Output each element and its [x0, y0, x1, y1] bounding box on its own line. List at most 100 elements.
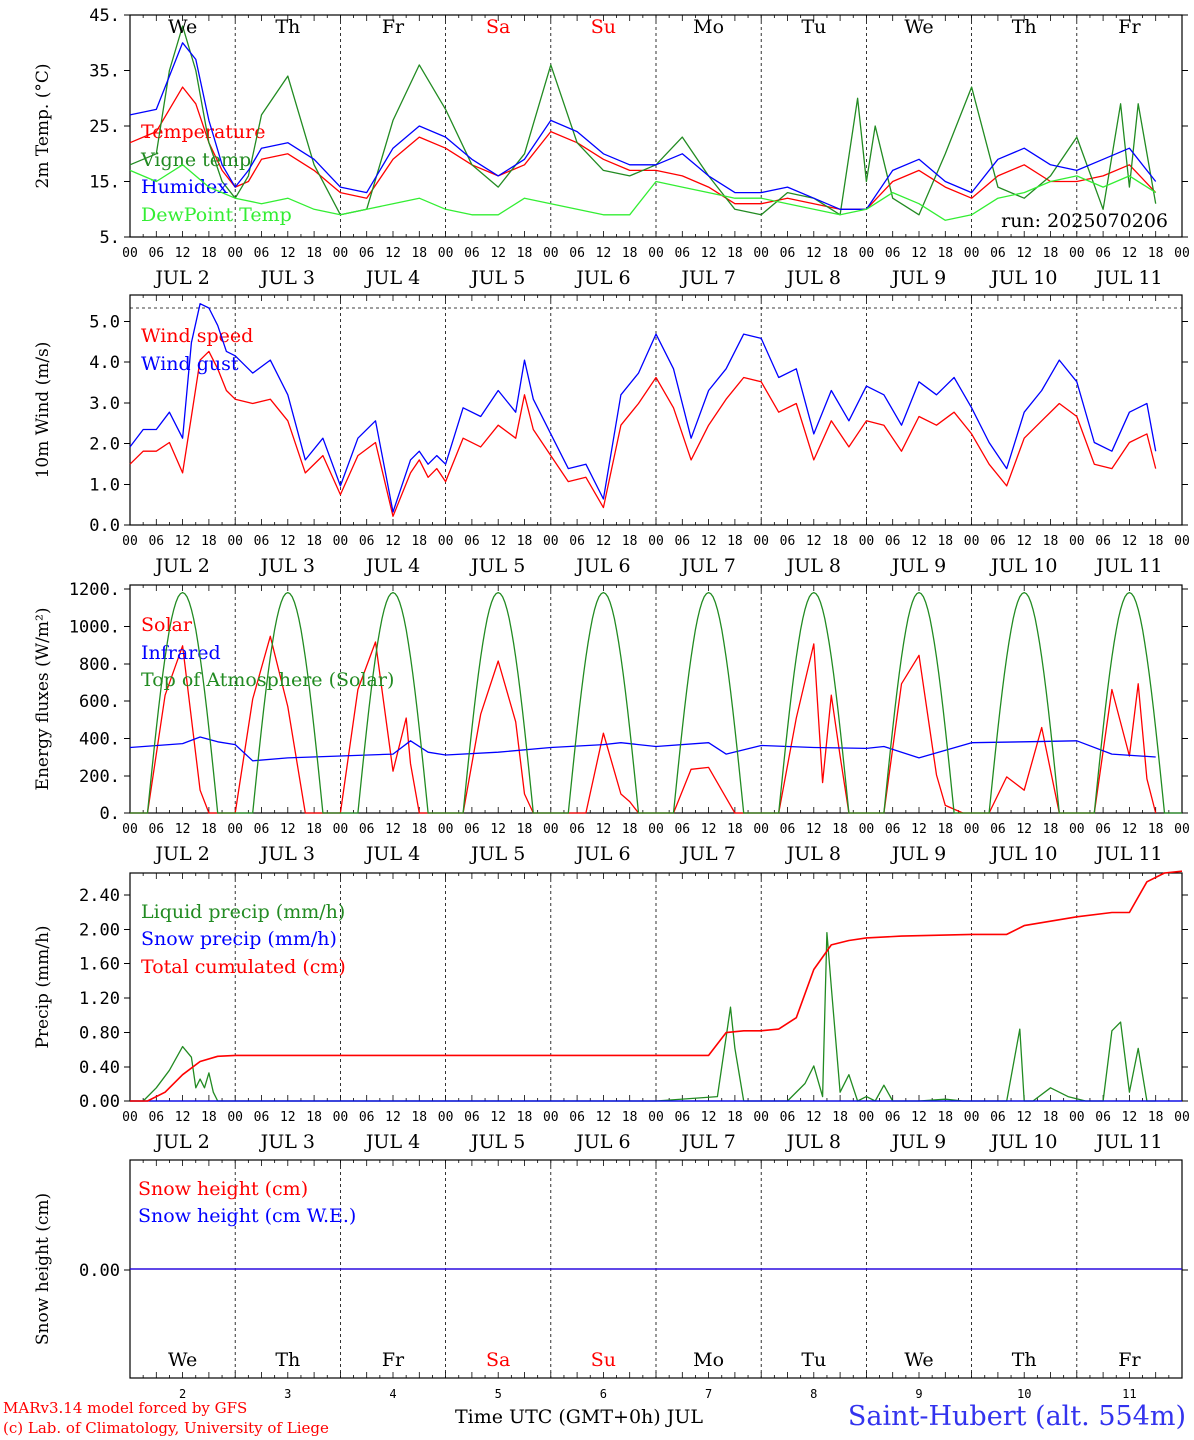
- x-hour-label: 12: [1122, 246, 1138, 261]
- x-hour-label: 00: [859, 822, 875, 837]
- x-hour-label: 12: [1016, 822, 1032, 837]
- legend-entry: Infrared: [141, 642, 221, 664]
- x-hour-label: 06: [569, 246, 585, 261]
- series-line-vigne-temp: [129, 25, 1157, 216]
- x-date-label: JUL 6: [574, 267, 630, 289]
- x-hour-label: 18: [727, 246, 743, 261]
- x-hour-label: 12: [490, 1110, 506, 1125]
- x-hour-label: 06: [464, 246, 480, 261]
- x-hour-label: 12: [385, 534, 401, 549]
- x-hour-label: 06: [1095, 534, 1111, 549]
- x-hour-label: 18: [832, 534, 848, 549]
- x-hour-label: 00: [1174, 1110, 1190, 1125]
- day-number-label: 9: [915, 1387, 922, 1401]
- x-hour-label: 00: [1174, 246, 1190, 261]
- x-date-label: JUL 9: [890, 1131, 946, 1153]
- x-date-label: JUL 7: [679, 1131, 735, 1153]
- x-hour-label: 12: [806, 534, 822, 549]
- x-hour-label: 06: [569, 822, 585, 837]
- x-date-label: JUL 9: [890, 843, 946, 865]
- x-hour-label: 06: [359, 534, 375, 549]
- x-date-label: JUL 8: [785, 555, 841, 577]
- x-axis-title: Time UTC (GMT+0h) JUL: [455, 1406, 703, 1428]
- x-hour-label: 18: [832, 1110, 848, 1125]
- legend-entry: Total cumulated (cm): [141, 956, 346, 978]
- x-hour-label: 12: [175, 246, 191, 261]
- x-hour-label: 06: [990, 534, 1006, 549]
- x-hour-label: 00: [859, 534, 875, 549]
- weekday-label: We: [168, 16, 197, 38]
- weekday-label: Sa: [486, 16, 510, 38]
- x-hour-label: 18: [937, 822, 953, 837]
- series-line-dewpoint-temp: [129, 164, 1157, 221]
- series-line-liquid-precip-mm-h-: [130, 931, 1156, 1102]
- weekday-label: Fr: [1118, 1349, 1141, 1371]
- x-hour-label: 12: [806, 822, 822, 837]
- legend-entry: Snow height (cm W.E.): [138, 1205, 356, 1227]
- y-tick-label: 2.40: [79, 886, 120, 906]
- x-date-label: JUL 5: [469, 267, 525, 289]
- x-date-label: JUL 4: [364, 1131, 420, 1153]
- x-date-label: JUL 2: [153, 267, 209, 289]
- x-hour-label: 06: [674, 822, 690, 837]
- x-hour-label: 18: [411, 822, 427, 837]
- x-hour-label: 00: [333, 246, 349, 261]
- y-tick-label: 1.0: [89, 476, 120, 496]
- x-hour-label: 00: [227, 534, 243, 549]
- y-tick-label: 200.: [79, 767, 120, 787]
- y-tick-label: 400.: [79, 730, 120, 750]
- x-hour-label: 12: [280, 822, 296, 837]
- series-line-humidex: [129, 42, 1157, 210]
- x-hour-label: 06: [780, 822, 796, 837]
- x-hour-label: 00: [753, 534, 769, 549]
- y-tick-label: 1200.: [69, 580, 120, 600]
- x-date-label: JUL 8: [785, 1131, 841, 1153]
- series-line-wind-speed: [129, 350, 1157, 517]
- x-hour-label: 12: [911, 1110, 927, 1125]
- x-hour-label: 00: [1069, 1110, 1085, 1125]
- series-line-solar: [130, 635, 1157, 814]
- x-hour-label: 12: [1122, 534, 1138, 549]
- x-hour-label: 18: [622, 246, 638, 261]
- x-hour-label: 18: [517, 822, 533, 837]
- x-hour-label: 00: [543, 1110, 559, 1125]
- x-date-label: JUL 2: [153, 1131, 209, 1153]
- y-tick-label: 0.: [100, 804, 120, 824]
- x-hour-label: 12: [385, 246, 401, 261]
- weekday-label: Tu: [801, 16, 826, 38]
- x-hour-label: 06: [359, 1110, 375, 1125]
- x-hour-label: 00: [438, 246, 454, 261]
- legend-entry: Snow precip (mm/h): [141, 928, 337, 950]
- x-hour-label: 00: [964, 822, 980, 837]
- x-hour-label: 06: [780, 1110, 796, 1125]
- x-hour-label: 18: [832, 822, 848, 837]
- x-date-label: JUL 10: [989, 555, 1057, 577]
- x-hour-label: 18: [517, 1110, 533, 1125]
- x-hour-label: 00: [753, 822, 769, 837]
- y-tick-label: 600.: [79, 692, 120, 712]
- x-hour-label: 18: [622, 534, 638, 549]
- weekday-label: Mo: [693, 16, 724, 38]
- x-hour-label: 00: [1174, 822, 1190, 837]
- x-date-label: JUL 9: [890, 555, 946, 577]
- x-hour-label: 06: [148, 534, 164, 549]
- x-hour-label: 06: [990, 822, 1006, 837]
- weekday-label: We: [168, 1349, 197, 1371]
- x-hour-label: 00: [438, 822, 454, 837]
- legend-entry: Wind gust: [141, 353, 239, 375]
- x-hour-label: 12: [806, 1110, 822, 1125]
- y-axis-title: Snow height (cm): [33, 1193, 53, 1345]
- weekday-label: Sa: [486, 1349, 510, 1371]
- y-axis-title: 2m Temp. (°C): [33, 63, 53, 188]
- x-date-label: JUL 11: [1094, 843, 1162, 865]
- x-date-label: JUL 6: [574, 555, 630, 577]
- legend-entry: Solar: [141, 614, 193, 636]
- y-tick-label: 2.0: [89, 435, 120, 455]
- x-hour-label: 06: [885, 246, 901, 261]
- x-hour-label: 12: [1122, 822, 1138, 837]
- x-hour-label: 00: [648, 534, 664, 549]
- x-date-label: JUL 11: [1094, 555, 1162, 577]
- x-hour-label: 18: [411, 534, 427, 549]
- x-hour-label: 00: [859, 246, 875, 261]
- day-number-label: 6: [600, 1387, 607, 1401]
